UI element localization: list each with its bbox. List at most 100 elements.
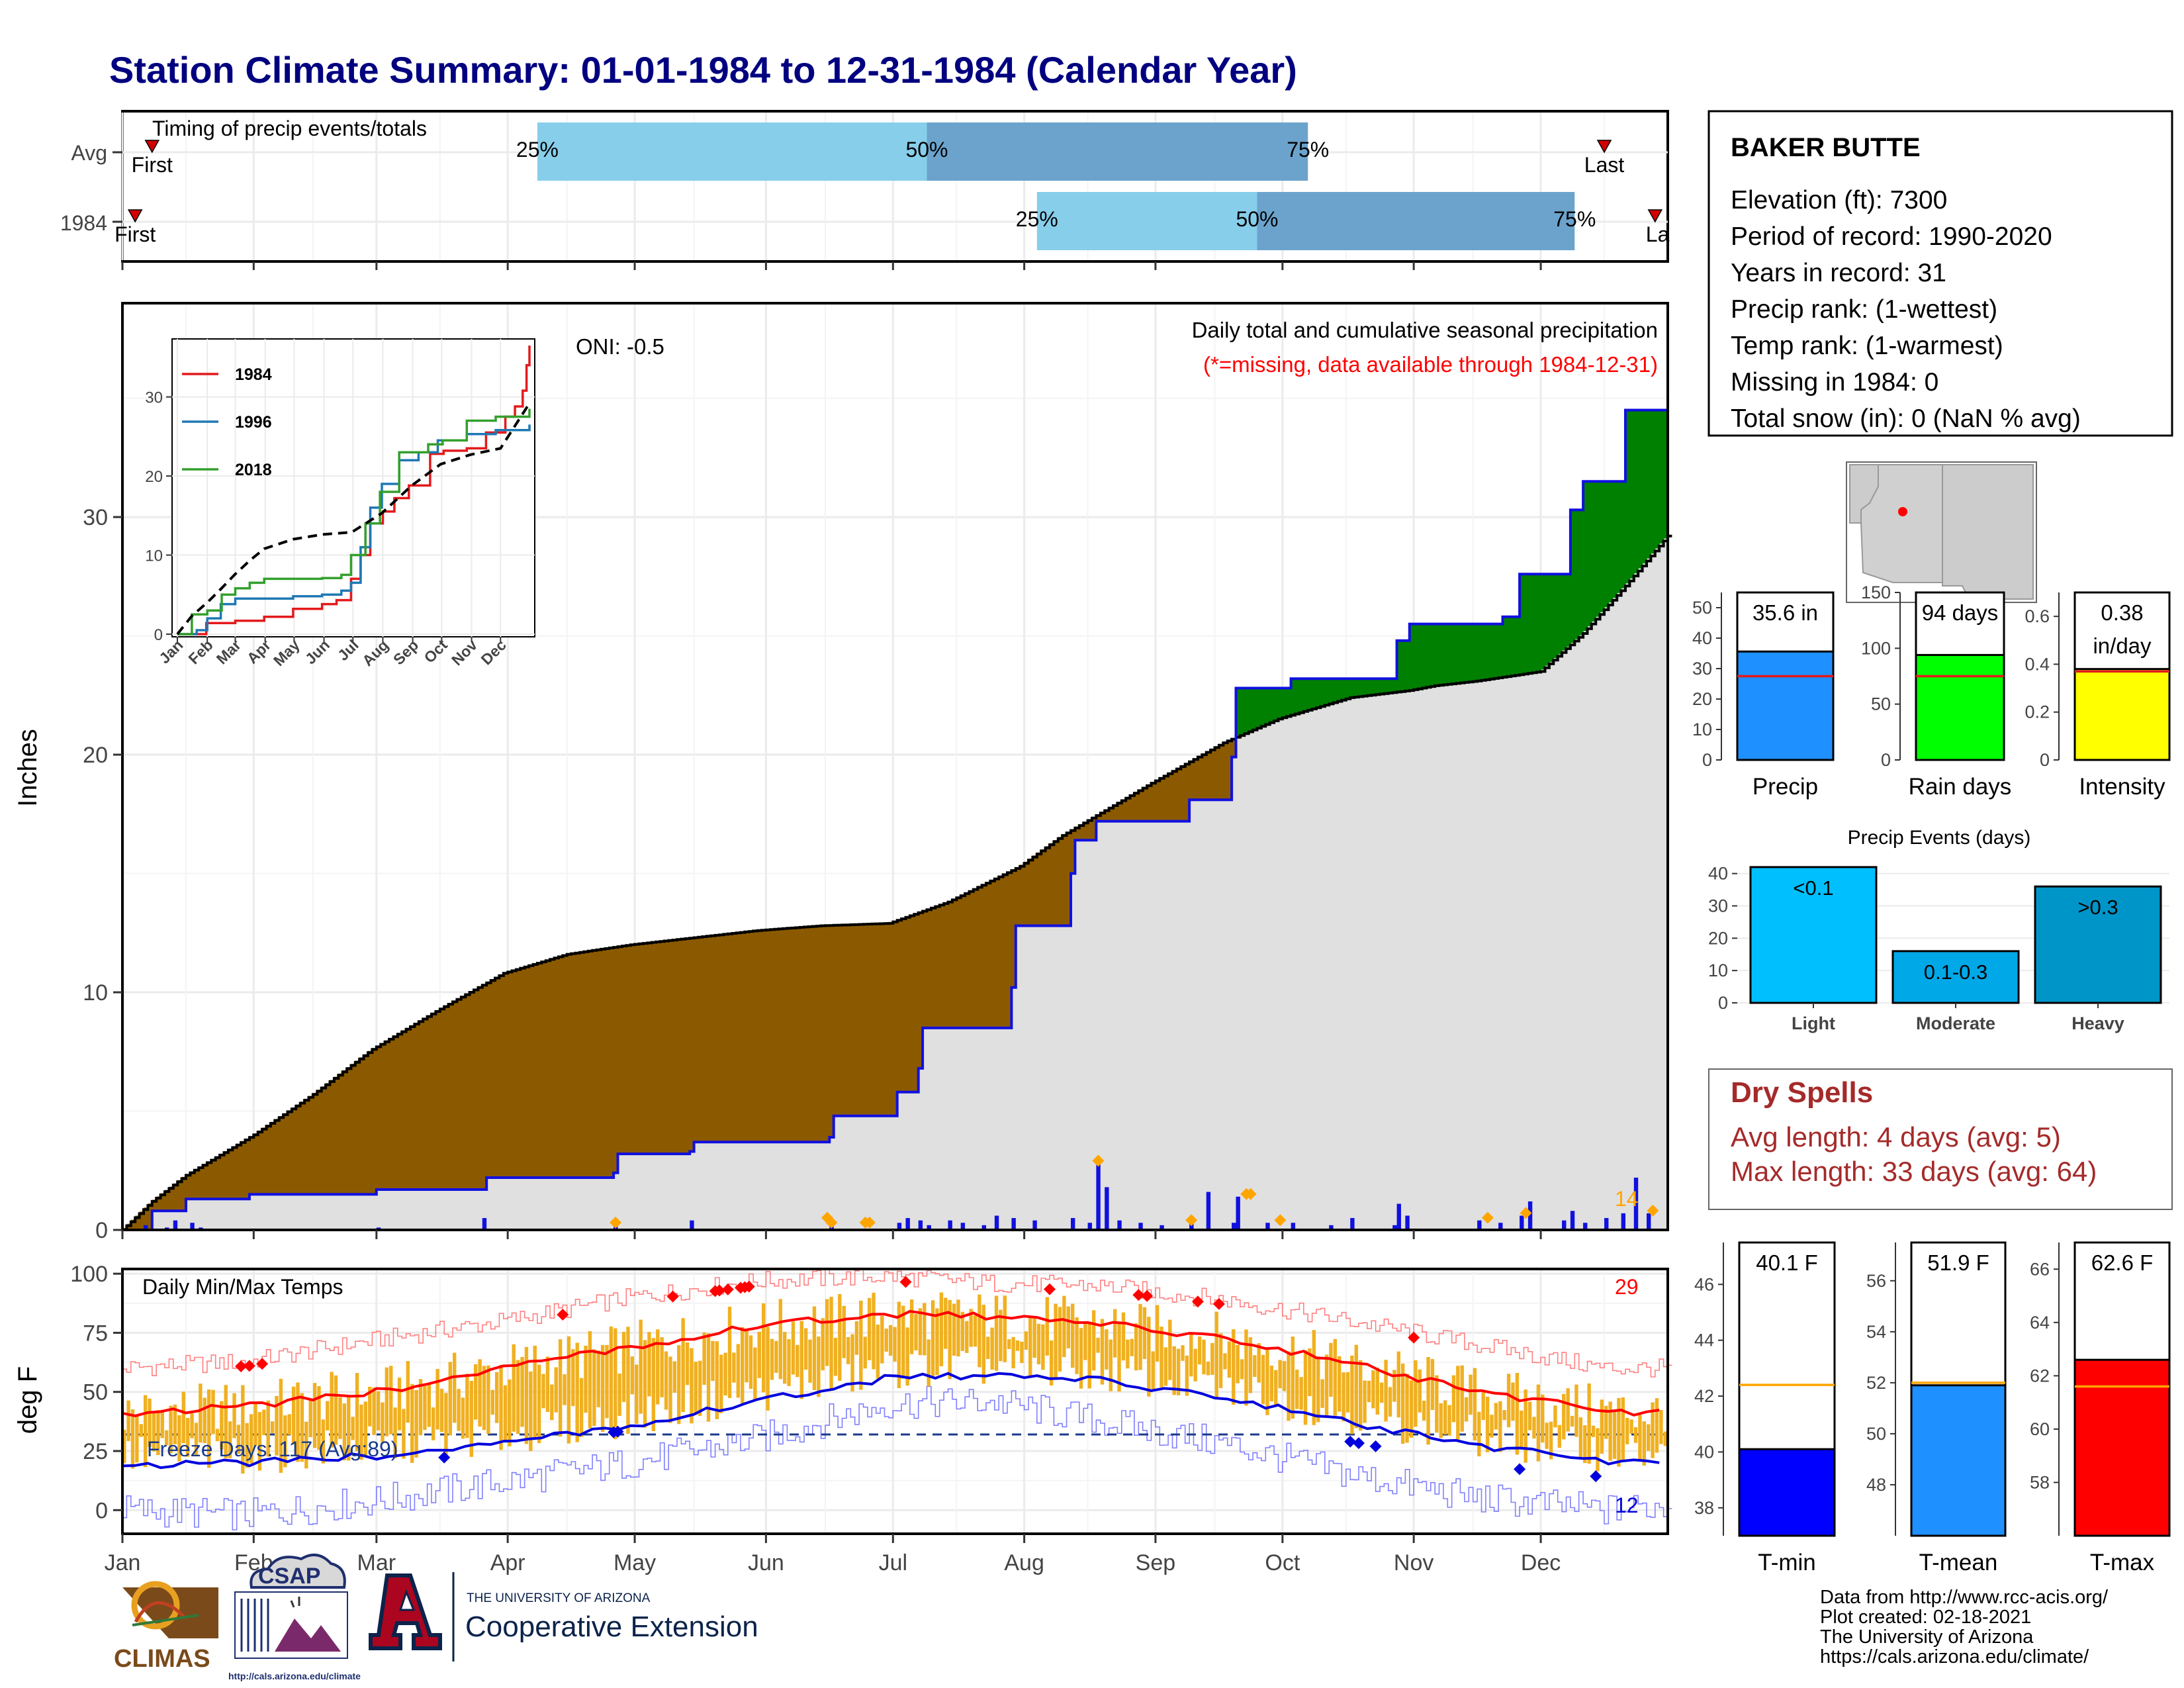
daily-temp-bar (647, 1332, 651, 1397)
daily-temp-bar (965, 1321, 969, 1353)
daily-temp-bar (690, 1348, 694, 1424)
freeze-days-label: Freeze Days: 117 (Avg:89) (147, 1437, 398, 1461)
daily-temp-bar (185, 1418, 190, 1457)
daily-temp-bar (1633, 1427, 1638, 1443)
daily-temp-bar (1045, 1297, 1049, 1356)
daily-temp-bar (1435, 1375, 1439, 1433)
daily-temp-bar (482, 1366, 486, 1430)
daily-temp-bar (1574, 1384, 1578, 1437)
daily-precip-bar (190, 1223, 195, 1230)
daily-temp-bar (457, 1389, 461, 1431)
inset-legend-label: 2018 (235, 461, 272, 479)
daily-temp-bar (944, 1297, 948, 1349)
daily-temp-bar (846, 1336, 850, 1364)
daily-temp-bar (393, 1407, 397, 1459)
daily-temp-bar (1193, 1348, 1197, 1382)
footer-line: Data from http://www.rcc-acis.org/ (1820, 1587, 2109, 1608)
daily-temp-bar (741, 1327, 745, 1404)
daily-temp-bar (435, 1369, 439, 1430)
precip-obs-line (122, 384, 1669, 1231)
daily-temp-bar (833, 1337, 838, 1376)
daily-precip-bar (1350, 1218, 1355, 1230)
daily-temp-bar (935, 1308, 939, 1376)
mini-value-bar (1915, 653, 2005, 761)
csap-logo-text: CSAP (258, 1564, 320, 1589)
precip-record-marker (1481, 1211, 1494, 1224)
daily-precip-bar (918, 1220, 923, 1230)
daily-temp-bar (1091, 1310, 1096, 1371)
station-line: Period of record: 1990-2020 (1731, 222, 2052, 251)
daily-precip-bar (1604, 1218, 1609, 1230)
daily-temp-bar (1214, 1311, 1218, 1398)
daily-precip-bar (1392, 1225, 1397, 1230)
daily-temp-bar (1545, 1423, 1549, 1449)
daily-temp-bar (1604, 1405, 1608, 1439)
daily-temp-bar (1490, 1415, 1494, 1438)
daily-temp-bar (1596, 1428, 1600, 1472)
daily-precip-bar (1633, 1178, 1639, 1230)
daily-temp-bar (626, 1327, 630, 1434)
daily-precip-bar (1291, 1223, 1296, 1230)
daily-temp-bar (880, 1316, 884, 1364)
temp-record-low-marker (1514, 1463, 1526, 1476)
daily-temp-bar (635, 1364, 639, 1424)
daily-temp-bar (567, 1336, 571, 1444)
daily-precip-bar (690, 1220, 694, 1230)
daily-temp-bar (664, 1351, 668, 1410)
events-ytick-label: 0 (1718, 993, 1728, 1013)
daily-temp-bar (1451, 1375, 1456, 1423)
daily-precip-bar (143, 1225, 148, 1230)
daily-temp-bar (275, 1395, 279, 1456)
precip-events-chart: Precip Events (days) 0 10 20 30 40 <0.1 Light 0… (1708, 827, 2169, 1033)
daily-temp-bar (304, 1421, 308, 1469)
daily-temp-bar (1600, 1399, 1604, 1454)
daily-temp-bar (291, 1386, 296, 1445)
daily-temp-bar (224, 1385, 228, 1459)
precip-record-marker (825, 1216, 838, 1229)
daily-temp-bar (130, 1409, 135, 1469)
station-location-dot (1898, 507, 1907, 516)
daily-temp-bar (363, 1401, 368, 1456)
daily-temp-bar (1578, 1417, 1583, 1458)
daily-temp-bar (727, 1307, 732, 1399)
daily-temp-bar (1003, 1295, 1007, 1362)
daily-temp-bar (948, 1299, 952, 1380)
daily-temp-bar (897, 1301, 901, 1389)
daily-temp-bar (215, 1429, 220, 1442)
timing-bar-q50-q75 (927, 122, 1308, 181)
daily-temp-bar (723, 1352, 727, 1396)
daily-temp-bar (918, 1308, 923, 1356)
daily-temp-bar (1036, 1323, 1041, 1365)
daily-precip-bar (1562, 1220, 1567, 1230)
events-bar-label: <0.1 (1793, 876, 1833, 900)
mini-ytick-label: 40 (1692, 628, 1712, 648)
record-min-envelope (122, 1385, 1672, 1530)
mini-ytick-label: 0.6 (2025, 606, 2050, 626)
daily-temp-bar (1244, 1329, 1248, 1406)
daily-temp-bar (1342, 1372, 1345, 1422)
daily-temp-bar (969, 1309, 973, 1347)
footer-line: https://cals.arizona.edu/climate/ (1820, 1646, 2089, 1667)
csap-url: http://cals.arizona.edu/climate (228, 1671, 361, 1681)
temps-ytick-label: 75 (83, 1321, 108, 1346)
daily-temp-bar (1515, 1372, 1520, 1455)
timing-bar-q50-q75 (1257, 192, 1575, 250)
station-info: BAKER BUTTE Elevation (ft): 7300 Period … (1707, 110, 2173, 437)
daily-temp-bar (923, 1303, 927, 1356)
mini-xlabel: T-min (1758, 1550, 1816, 1575)
page-title: Station Climate Summary: 01-01-1984 to 1… (109, 49, 1297, 91)
daily-temp-bar (283, 1415, 287, 1468)
daily-temp-bar (1345, 1372, 1350, 1413)
timing-last-marker (1596, 140, 1612, 154)
precip-record-marker (1185, 1214, 1198, 1227)
inset-ytick-label: 30 (145, 389, 163, 407)
daily-precip-bar (1527, 1201, 1533, 1230)
events-title: Precip Events (days) (1848, 827, 2031, 849)
daily-temp-bar (931, 1300, 935, 1378)
temps-xtick-label: Oct (1265, 1550, 1300, 1575)
daily-precip-bar (897, 1223, 902, 1230)
daily-temp-bar (1587, 1383, 1591, 1464)
daily-temp-bar (1015, 1340, 1020, 1351)
station-line: Years in record: 31 (1731, 259, 1946, 287)
daily-precip-bar (1070, 1218, 1075, 1230)
